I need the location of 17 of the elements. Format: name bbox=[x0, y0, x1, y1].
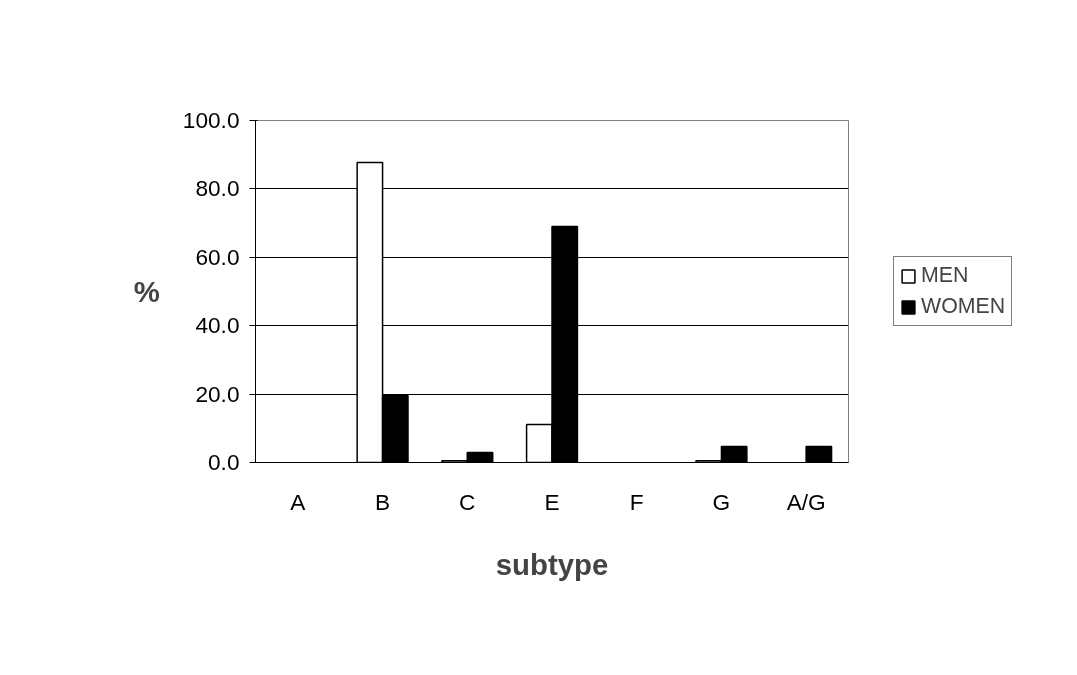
y-tick-label: 60.0 bbox=[195, 243, 240, 270]
legend-label: MEN bbox=[921, 263, 969, 288]
y-tick-label: 100.0 bbox=[182, 107, 240, 133]
x-tick-label: B bbox=[375, 488, 391, 515]
y-tick-label: 20.0 bbox=[195, 380, 240, 407]
y-tick-label: 0.0 bbox=[208, 449, 240, 475]
y-axis-title: % bbox=[133, 275, 160, 308]
y-tick-label: 40.0 bbox=[195, 312, 240, 339]
x-tick-label: A bbox=[290, 488, 307, 515]
x-tick-label: E bbox=[544, 488, 560, 515]
x-axis-title: subtype bbox=[495, 547, 609, 581]
x-tick-label: A/G bbox=[786, 488, 826, 515]
legend-label: WOMEN bbox=[921, 294, 1006, 319]
y-tick-label: 80.0 bbox=[195, 175, 240, 202]
x-tick-label: G bbox=[712, 488, 731, 515]
x-tick-label: F bbox=[629, 488, 644, 515]
x-tick-label: C bbox=[459, 488, 476, 515]
